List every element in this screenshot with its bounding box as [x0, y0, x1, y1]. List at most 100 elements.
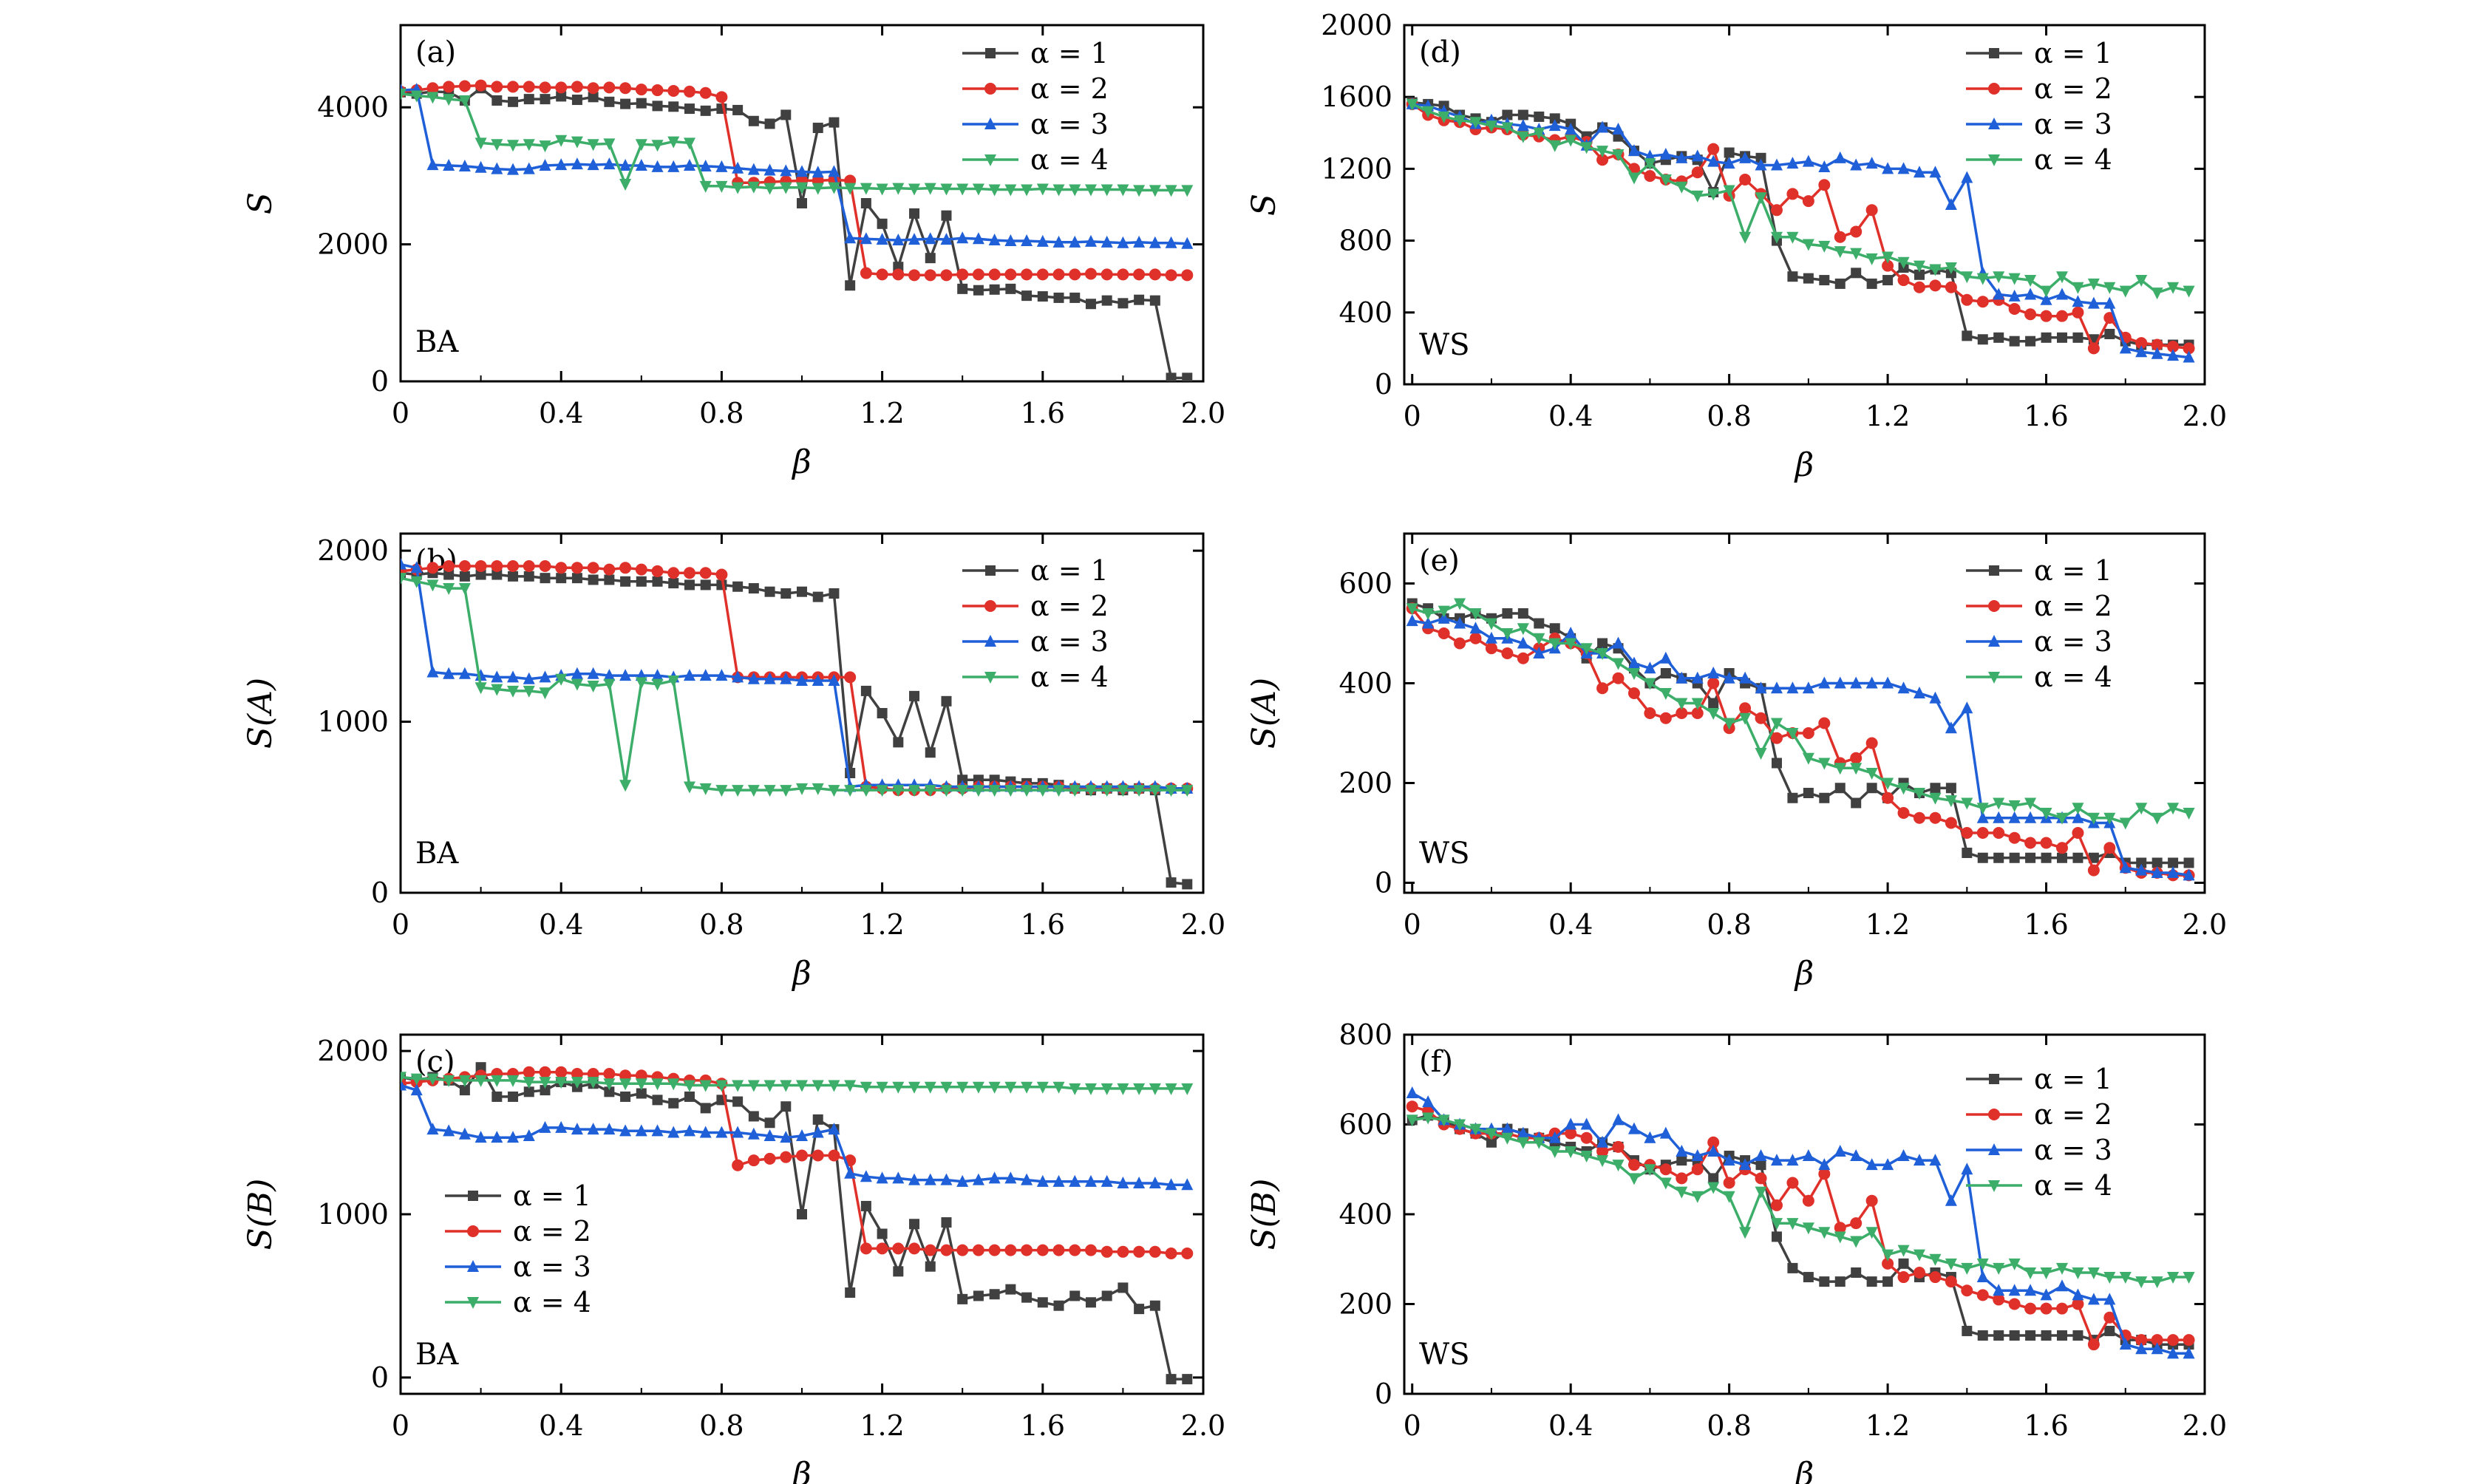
data-point — [1961, 171, 1973, 183]
x-tick-label: 2.0 — [2183, 908, 2227, 941]
legend-marker — [984, 83, 996, 95]
data-point — [2024, 308, 2037, 321]
data-point — [988, 234, 1001, 246]
data-point — [876, 183, 888, 196]
data-point — [474, 160, 487, 173]
legend-marker — [1989, 565, 1999, 576]
data-point — [1036, 1174, 1049, 1187]
data-point — [1786, 1154, 1799, 1166]
series-line — [1411, 103, 2189, 295]
data-point — [989, 1289, 1000, 1300]
data-point — [715, 785, 728, 797]
data-point — [1101, 268, 1113, 281]
data-point — [410, 1083, 423, 1096]
x-tick-label: 0.8 — [1707, 1409, 1751, 1442]
x-tick-label: 0 — [1404, 400, 1421, 432]
data-point — [1149, 1083, 1161, 1095]
data-point — [587, 562, 599, 574]
data-point — [1644, 1131, 1656, 1143]
data-point — [924, 1081, 936, 1094]
data-point — [587, 1123, 599, 1135]
data-point — [1865, 1194, 1878, 1207]
data-point — [956, 1174, 969, 1187]
data-point — [2040, 1267, 2052, 1279]
x-tick-label: 2.0 — [2183, 400, 2227, 432]
data-point — [1945, 817, 1957, 829]
data-point — [1882, 162, 1894, 174]
data-point — [892, 1081, 905, 1094]
data-point — [2151, 1276, 2163, 1289]
data-point — [1118, 1282, 1129, 1293]
data-point — [1786, 157, 1799, 169]
legend-marker — [984, 600, 996, 612]
data-point — [941, 210, 952, 221]
data-point — [1644, 707, 1656, 719]
data-point — [1612, 1140, 1625, 1153]
data-point — [1818, 758, 1831, 770]
data-point — [667, 84, 680, 97]
data-point — [699, 1080, 712, 1092]
data-point — [828, 1149, 840, 1162]
legend-marker — [1988, 672, 2000, 684]
data-point — [1052, 1081, 1065, 1094]
data-point — [957, 283, 968, 294]
series-alpha-4 — [401, 573, 1194, 797]
data-point — [1850, 1149, 1863, 1162]
data-point — [1707, 1144, 1720, 1157]
data-point — [1976, 1289, 1989, 1301]
data-point — [892, 268, 905, 281]
data-point — [892, 785, 905, 797]
data-point — [1787, 792, 1798, 803]
data-point — [763, 1129, 776, 1141]
data-point — [2008, 1284, 2021, 1296]
data-point — [2055, 271, 2068, 284]
data-point — [860, 232, 872, 245]
data-point — [2072, 1298, 2084, 1310]
data-point — [1707, 188, 1720, 201]
data-point — [1945, 1194, 1957, 1206]
data-point — [2040, 808, 2052, 820]
data-point — [2135, 1276, 2148, 1289]
legend-marker — [1988, 600, 2000, 612]
data-point — [571, 81, 583, 93]
data-point — [667, 1126, 680, 1138]
data-point — [940, 269, 953, 282]
data-point — [571, 678, 583, 691]
data-point — [1770, 158, 1783, 171]
data-point — [1021, 234, 1033, 246]
data-point — [684, 103, 695, 115]
data-point — [1149, 236, 1161, 248]
data-point — [1036, 268, 1049, 281]
data-point — [2056, 332, 2067, 343]
data-point — [619, 1124, 632, 1137]
series-alpha-4 — [1406, 598, 2195, 830]
data-point — [1818, 717, 1831, 729]
data-point — [1755, 192, 1767, 205]
data-point — [458, 159, 471, 171]
data-point — [876, 268, 888, 281]
data-point — [1723, 1154, 1735, 1166]
data-point — [1182, 1374, 1193, 1385]
data-point — [443, 1075, 455, 1087]
data-point — [1101, 1290, 1112, 1301]
data-point — [764, 1117, 775, 1129]
data-point — [684, 579, 695, 590]
data-point — [1676, 1172, 1688, 1185]
data-point — [1993, 1293, 2005, 1306]
data-point — [1084, 1244, 1097, 1256]
data-point — [1133, 1177, 1146, 1189]
data-point — [603, 157, 616, 170]
data-point — [1802, 1222, 1814, 1235]
data-point — [620, 576, 631, 587]
data-point — [539, 1077, 551, 1089]
data-point — [1834, 278, 1846, 289]
data-point — [1036, 183, 1049, 196]
legend-entry: α = 4 — [1030, 143, 1109, 176]
data-point — [1612, 149, 1625, 161]
data-point — [2136, 857, 2147, 868]
data-point — [1533, 647, 1545, 658]
data-point — [988, 1081, 1001, 1094]
data-point — [2025, 1330, 2036, 1341]
data-point — [458, 583, 471, 596]
